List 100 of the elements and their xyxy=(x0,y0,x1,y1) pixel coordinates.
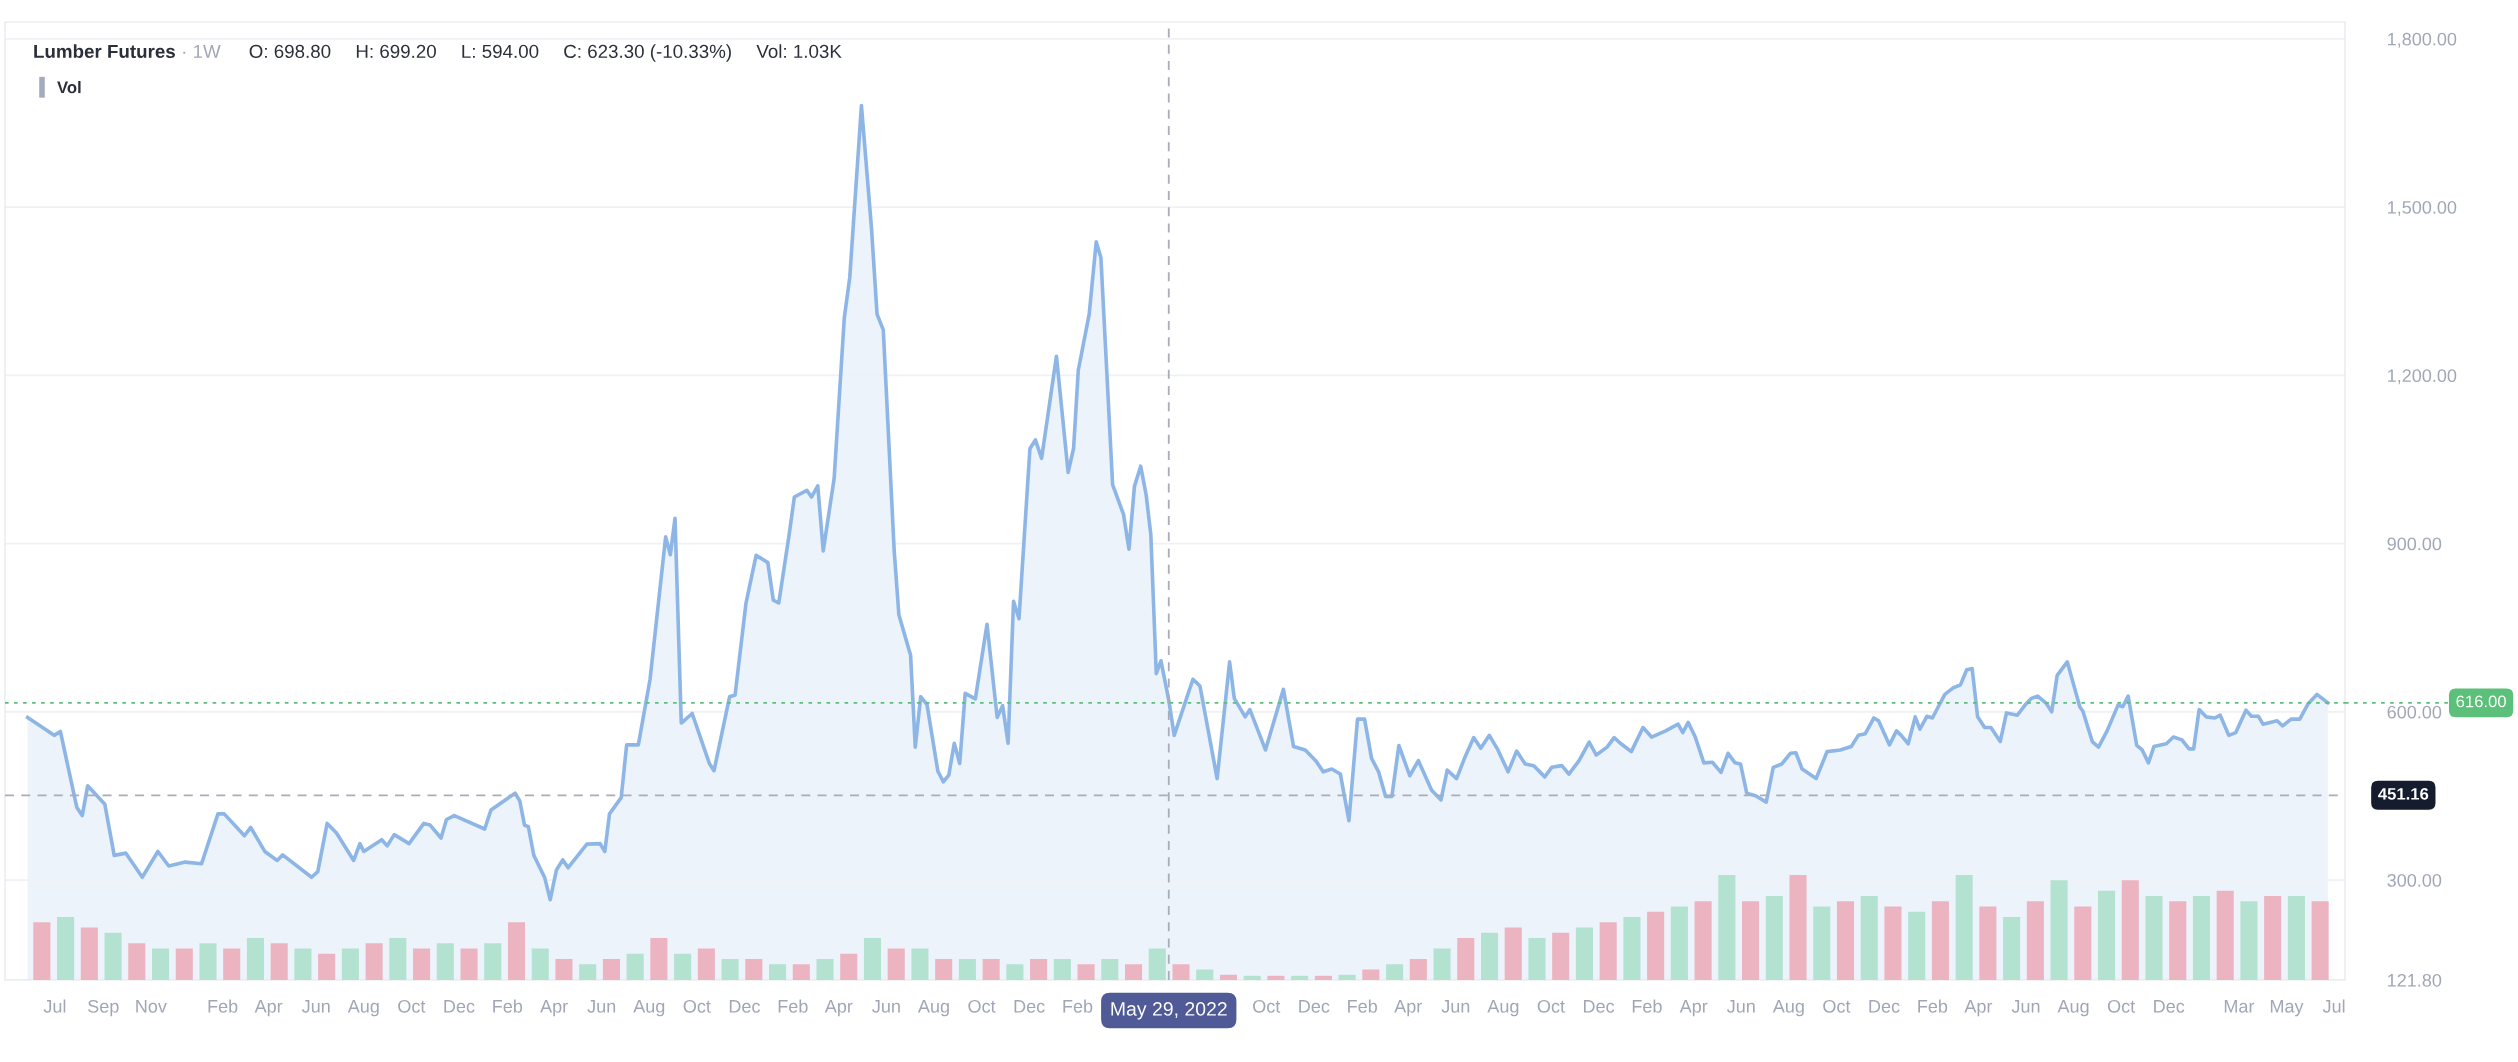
bar xyxy=(887,948,905,980)
bar xyxy=(2145,896,2163,980)
bar xyxy=(2216,890,2234,980)
bar xyxy=(1908,911,1926,980)
bar xyxy=(650,938,668,980)
bar xyxy=(1528,938,1546,980)
annotation: Vol: 1.03K xyxy=(756,44,842,59)
bar xyxy=(151,948,170,980)
x-tick-label: Apr xyxy=(1964,1000,1993,1017)
x-tick-label: Feb xyxy=(208,999,238,1013)
x-tick-label: Dec xyxy=(1583,1000,1615,1013)
x-tick-label: Oct xyxy=(683,999,711,1013)
bar xyxy=(1884,906,1902,980)
x-tick-label: Apr xyxy=(1394,1000,1422,1017)
bar xyxy=(2311,901,2329,980)
bar xyxy=(1694,901,1712,980)
bar xyxy=(1647,911,1665,980)
bar xyxy=(1386,964,1404,980)
annotation: C: 623.30 (-10.33%) xyxy=(564,44,731,62)
x-tick-label: Jun xyxy=(2011,1000,2040,1013)
ref-line-label: 616.00 xyxy=(2456,695,2506,708)
x-tick-label: Apr xyxy=(1679,1000,1708,1017)
bar xyxy=(1718,875,1736,980)
bar xyxy=(555,959,573,980)
bar xyxy=(2264,896,2282,980)
bar xyxy=(1433,948,1451,980)
bar xyxy=(1836,901,1855,980)
x-tick-label: Nov xyxy=(136,1000,167,1013)
y-tick-label: 1,800.00 xyxy=(2388,32,2457,48)
bar xyxy=(1860,896,1878,980)
bar xyxy=(175,948,193,980)
x-tick-label: Oct xyxy=(2107,999,2136,1013)
bar xyxy=(1931,901,1949,980)
x-tick-label: Oct xyxy=(1823,999,1851,1013)
bar xyxy=(1599,922,1617,980)
x-tick-label: Feb xyxy=(493,999,523,1013)
x-tick-label: Jun xyxy=(1441,1000,1470,1013)
bar xyxy=(1742,901,1760,980)
bar xyxy=(246,938,264,980)
text: Vol xyxy=(57,81,81,94)
bar xyxy=(507,922,526,980)
bar xyxy=(674,953,692,980)
y-tick-label: 1,200.00 xyxy=(2388,369,2457,385)
x-tick-label: Dec xyxy=(729,1000,761,1013)
bar xyxy=(2050,880,2068,980)
bar xyxy=(745,959,763,980)
bar xyxy=(294,948,312,980)
bar xyxy=(1077,964,1095,980)
bar xyxy=(1789,875,1807,980)
bar xyxy=(2121,880,2139,980)
x-tick-label: Jun xyxy=(1727,1000,1755,1013)
bar xyxy=(1670,906,1688,980)
y-tick-label: 1,500.00 xyxy=(2388,201,2457,216)
annotation: L: 594.00 xyxy=(462,44,539,59)
x-tick-label: May xyxy=(2270,1000,2304,1017)
bar xyxy=(2074,906,2092,980)
bar xyxy=(80,927,98,980)
x-tick-label: Apr xyxy=(254,1000,283,1017)
bar xyxy=(2026,901,2044,980)
bar xyxy=(365,943,383,980)
bar xyxy=(1124,964,1143,980)
bar xyxy=(199,943,217,980)
x-tick-label: Dec xyxy=(2154,1000,2185,1013)
bar xyxy=(1338,974,1356,980)
bar xyxy=(1172,964,1190,980)
bar xyxy=(460,948,478,980)
x-tick-label: Aug xyxy=(1772,1000,1804,1017)
bar xyxy=(1006,964,1024,980)
bar xyxy=(579,964,597,980)
bar xyxy=(436,943,454,980)
x-tick-label: Aug xyxy=(633,1000,665,1017)
bar xyxy=(33,922,51,980)
bar xyxy=(484,943,502,980)
x-tick-label: Aug xyxy=(2057,1000,2089,1017)
bar xyxy=(223,948,241,980)
bar xyxy=(1267,975,1285,980)
ref-line-label: 451.16 xyxy=(2378,787,2429,800)
annotation: O: 698.80 xyxy=(249,44,331,59)
bar xyxy=(2287,896,2305,980)
bar xyxy=(2169,901,2187,980)
bar xyxy=(389,938,407,980)
bar xyxy=(128,943,146,980)
x-tick-label: Feb xyxy=(1632,999,1662,1013)
bar xyxy=(958,959,976,980)
bar xyxy=(1053,959,1071,980)
bar xyxy=(341,948,359,980)
bar xyxy=(1030,959,1048,980)
ref-line-label: May 29, 2022 xyxy=(1111,1002,1227,1020)
annotation: · 1W xyxy=(183,44,221,58)
bar xyxy=(1101,959,1119,980)
bar xyxy=(270,943,288,980)
x-tick-label: Feb xyxy=(1348,999,1377,1013)
bar xyxy=(413,948,431,980)
x-tick-label: Dec xyxy=(1869,1000,1900,1013)
x-tick-label: Apr xyxy=(824,1000,853,1017)
bar xyxy=(1291,975,1309,980)
x-tick-label: Apr xyxy=(540,1000,568,1017)
bar xyxy=(2003,917,2021,980)
bar xyxy=(1765,896,1783,980)
annotation: H: 699.20 xyxy=(356,44,436,59)
